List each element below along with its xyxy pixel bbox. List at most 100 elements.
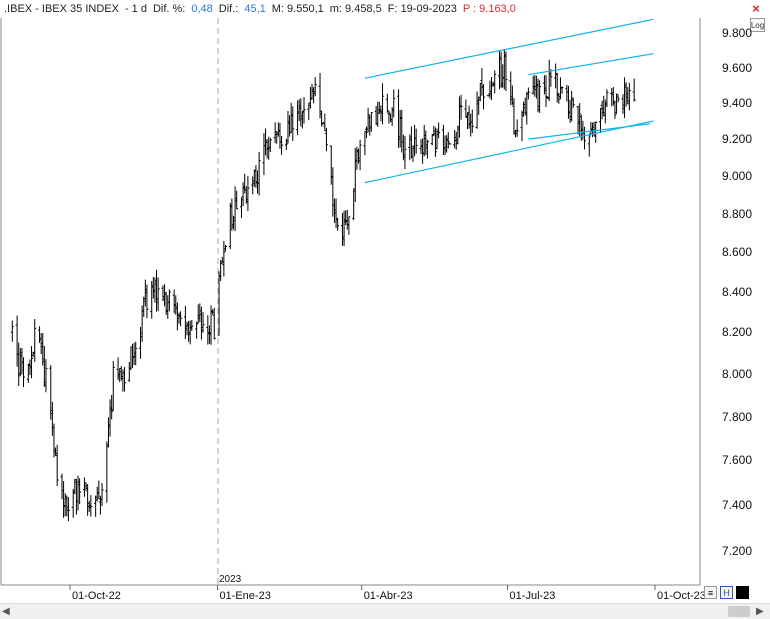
log-scale-button[interactable]: Log <box>750 18 765 32</box>
ohlc-bar <box>198 303 202 323</box>
ohlc-bar <box>632 78 636 102</box>
ohlc-bar <box>490 77 494 101</box>
ohlc-bar <box>482 84 486 110</box>
ohlc-bar <box>478 82 482 102</box>
ohlc-bar <box>590 122 594 138</box>
ohlc-bar <box>219 260 223 282</box>
ohlc-bar <box>161 285 165 302</box>
ohlc-bar <box>493 70 497 94</box>
ohlc-bar <box>611 86 615 106</box>
ohlc-bar <box>288 115 292 137</box>
ohlc-bar <box>166 295 170 319</box>
y-tick-label: 8.200 <box>721 325 752 340</box>
ohlc-bar <box>363 131 367 156</box>
scroll-left-icon[interactable]: ◀ <box>2 606 10 617</box>
date-value: F: 19-09-2023 <box>387 3 457 15</box>
ohlc-bar <box>179 311 183 327</box>
x-tick-label: 01-Oct-23 <box>657 590 706 602</box>
ohlc-bar <box>514 130 518 138</box>
ohlc-bar <box>89 495 93 517</box>
ohlc-bar <box>183 305 187 340</box>
ohlc-bar <box>267 136 271 160</box>
ohlc-bar <box>525 91 529 125</box>
channel-line <box>528 123 651 140</box>
y-tick-label: 7.400 <box>721 497 752 512</box>
save-button[interactable]: H <box>720 586 733 599</box>
y-tick-label: 9.600 <box>721 60 752 75</box>
y-tick-label: 7.200 <box>721 544 752 558</box>
ohlc-bar <box>347 216 351 235</box>
ohlc-bar <box>477 96 481 115</box>
trend-channels <box>364 18 654 184</box>
ohlc-bar <box>222 241 226 277</box>
ohlc-bar <box>228 202 232 250</box>
dif-value: 45,1 <box>244 3 266 15</box>
ohlc-bar <box>318 72 322 119</box>
ohlc-bar <box>610 87 614 107</box>
ohlc-bar <box>143 279 147 307</box>
ohlc-bar <box>28 359 32 376</box>
ohlc-bar <box>526 87 530 100</box>
ohlc-bar <box>52 423 56 458</box>
ohlc-bar <box>74 478 78 515</box>
ohlc-bar <box>456 125 460 145</box>
price-value: P : 9.163,0 <box>462 3 516 15</box>
chart-toolbar: ≡ H <box>704 586 749 599</box>
ohlc-bar <box>312 86 316 104</box>
ohlc-bar <box>278 122 282 149</box>
ohlc-bar <box>336 217 340 231</box>
ohlc-bar <box>457 96 461 138</box>
ohlc-bar <box>531 75 535 95</box>
ohlc-bar <box>22 357 26 388</box>
ohlc-bar <box>571 97 575 108</box>
close-icon[interactable]: × <box>752 0 760 16</box>
ohlc-bar <box>623 77 627 119</box>
horizontal-scrollbar[interactable]: ◀ ▶ <box>0 603 770 619</box>
y-tick-label: 9.800 <box>721 26 752 40</box>
ohlc-bar <box>296 100 300 136</box>
period-label: - 1 d <box>124 3 147 15</box>
ohlc-bar <box>392 89 396 118</box>
dif-pct-label: Dif. %: <box>152 3 186 15</box>
lines-button[interactable]: ≡ <box>704 586 717 599</box>
ohlc-bar <box>273 122 277 144</box>
ohlc-bar <box>299 98 303 127</box>
ohlc-bar <box>605 89 609 108</box>
ohlc-bar <box>576 105 580 135</box>
ohlc-bar <box>196 304 200 324</box>
ohlc-bar <box>20 347 24 375</box>
ohlc-bar <box>626 87 630 105</box>
ohlc-bar <box>174 295 178 315</box>
ohlc-bar <box>486 94 490 97</box>
ohlc-bar <box>499 51 503 88</box>
ohlc-bar <box>589 121 593 135</box>
ohlc-bar <box>235 190 239 210</box>
ohlc-bar <box>233 186 237 232</box>
dif-label: Dif.: <box>218 3 239 15</box>
ohlc-bar <box>565 84 569 102</box>
ohlc-bar <box>355 146 359 170</box>
ohlc-bar <box>504 51 508 91</box>
ohlc-bar <box>275 131 279 144</box>
color-button[interactable] <box>736 586 749 599</box>
ohlc-bar <box>413 124 417 157</box>
ohlc-bar <box>374 106 378 125</box>
ohlc-bar <box>368 114 372 136</box>
ohlc-bar <box>286 111 290 144</box>
ohlc-bar <box>106 417 110 448</box>
y-tick-label: 7.600 <box>721 453 752 468</box>
ohlc-bar <box>538 80 542 113</box>
ohlc-bar <box>291 106 295 141</box>
scroll-right-icon[interactable]: ▶ <box>756 606 764 617</box>
ohlc-bar <box>578 103 582 137</box>
y-tick-label: 9.200 <box>721 132 752 147</box>
ohlc-bar <box>470 109 474 133</box>
ohlc-bar <box>220 256 224 264</box>
ohlc-bar <box>411 145 415 162</box>
ohlc-bar <box>284 138 288 150</box>
ohlc-bar <box>615 93 619 114</box>
y-tick-label: 8.000 <box>721 366 752 381</box>
scroll-thumb[interactable] <box>728 606 750 617</box>
ohlc-bar <box>385 93 389 113</box>
y-tick-label: 9.400 <box>721 96 752 111</box>
